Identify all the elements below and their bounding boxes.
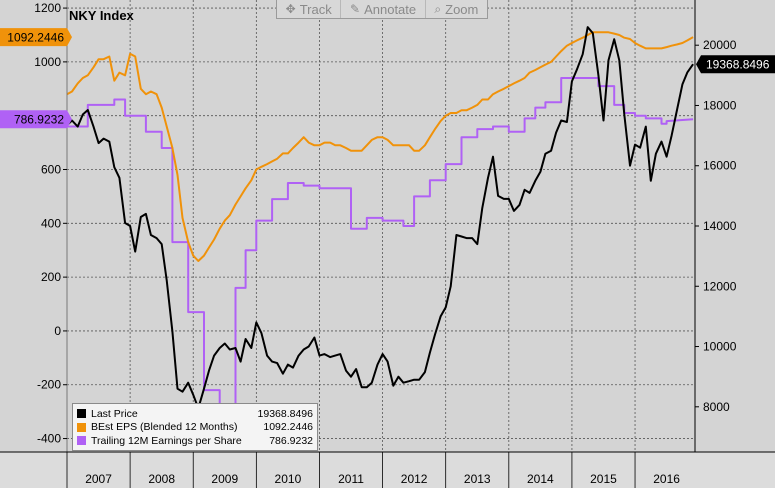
right-tick-label: 8000 <box>703 400 730 414</box>
right-tick-label: 10000 <box>703 340 737 354</box>
legend-value: 19368.8496 <box>257 407 313 420</box>
x-tick-label: 2012 <box>401 472 428 486</box>
x-tick-label: 2014 <box>527 472 554 486</box>
left-tick-label: 0 <box>54 324 61 338</box>
legend-swatch-last-price <box>77 409 86 419</box>
x-tick-label: 2010 <box>275 472 302 486</box>
trailing-eps-value-tag: 786.9232 <box>0 110 72 129</box>
left-tick-label: 1000 <box>34 55 61 69</box>
right-tick-label: 20000 <box>703 38 737 52</box>
left-tick-label: 600 <box>41 163 61 177</box>
legend-name: BEst EPS (Blended 12 Months) <box>91 421 238 434</box>
chart-title: NKY Index <box>69 8 134 23</box>
left-axis-panel <box>0 0 67 452</box>
legend-name: Trailing 12M Earnings per Share <box>91 434 242 447</box>
x-tick-label: 2008 <box>148 472 175 486</box>
trailing-eps-value-tag-text: 786.9232 <box>14 113 64 127</box>
right-tick-label: 12000 <box>703 279 737 293</box>
x-tick-label: 2011 <box>338 472 364 486</box>
legend-name: Last Price <box>91 407 138 420</box>
chart-toolbar: ✥ Track ✎ Annotate ⌕ Zoom <box>276 0 488 19</box>
annotate-label: Annotate <box>364 1 417 17</box>
x-tick-label: 2013 <box>464 472 491 486</box>
legend-value: 786.9232 <box>269 434 313 447</box>
zoom-label: Zoom <box>445 1 479 17</box>
legend-entry-last-price: Last Price 19368.8496 <box>77 407 313 421</box>
right-tick-label: 16000 <box>703 159 737 173</box>
track-button[interactable]: ✥ Track <box>277 0 342 18</box>
left-tick-label: 400 <box>41 216 61 230</box>
pencil-icon: ✎ <box>350 2 361 16</box>
legend-swatch-trailing-eps <box>77 436 86 446</box>
crosshair-icon: ✥ <box>285 2 296 16</box>
x-axis-panel <box>0 452 775 488</box>
series-line-best-eps <box>66 31 694 262</box>
x-tick-label: 2009 <box>211 472 238 486</box>
left-tick-label: 200 <box>41 270 61 284</box>
magnifier-icon: ⌕ <box>434 1 442 16</box>
legend-entry-best-eps: BEst EPS (Blended 12 Months) 1092.2446 <box>77 421 313 435</box>
legend-swatch-best-eps <box>77 422 86 432</box>
left-tick-label: 1200 <box>34 1 61 15</box>
legend-value: 1092.2446 <box>263 421 313 434</box>
x-tick-label: 2016 <box>653 472 680 486</box>
right-tick-label: 18000 <box>703 98 737 112</box>
annotate-button[interactable]: ✎ Annotate <box>341 0 426 18</box>
right-axis-panel <box>695 0 775 452</box>
left-tick-label: -200 <box>37 378 61 392</box>
left-tick-label: -400 <box>37 432 61 446</box>
series-line-last-price <box>66 26 694 410</box>
best-eps-value-tag: 1092.2446 <box>0 28 72 47</box>
plot-area <box>67 0 695 452</box>
trailing-eps-value-tag-box <box>0 110 72 129</box>
x-tick-label: 2015 <box>590 472 617 486</box>
chart-legend: Last Price 19368.8496 BEst EPS (Blended … <box>72 403 318 451</box>
best-eps-value-tag-text: 1092.2446 <box>7 31 64 45</box>
x-tick-label: 2007 <box>85 472 112 486</box>
right-tick-label: 14000 <box>703 219 737 233</box>
zoom-button[interactable]: ⌕ Zoom <box>426 0 487 18</box>
last-price-value-tag-box <box>696 55 775 74</box>
last-price-value-tag: 19368.8496 <box>696 55 775 74</box>
best-eps-value-tag-box <box>0 28 72 47</box>
legend-entry-trailing-eps: Trailing 12M Earnings per Share 786.9232 <box>77 434 313 448</box>
track-label: Track <box>299 1 332 17</box>
series-line-trailing <box>67 77 694 413</box>
last-price-value-tag-text: 19368.8496 <box>706 58 770 72</box>
